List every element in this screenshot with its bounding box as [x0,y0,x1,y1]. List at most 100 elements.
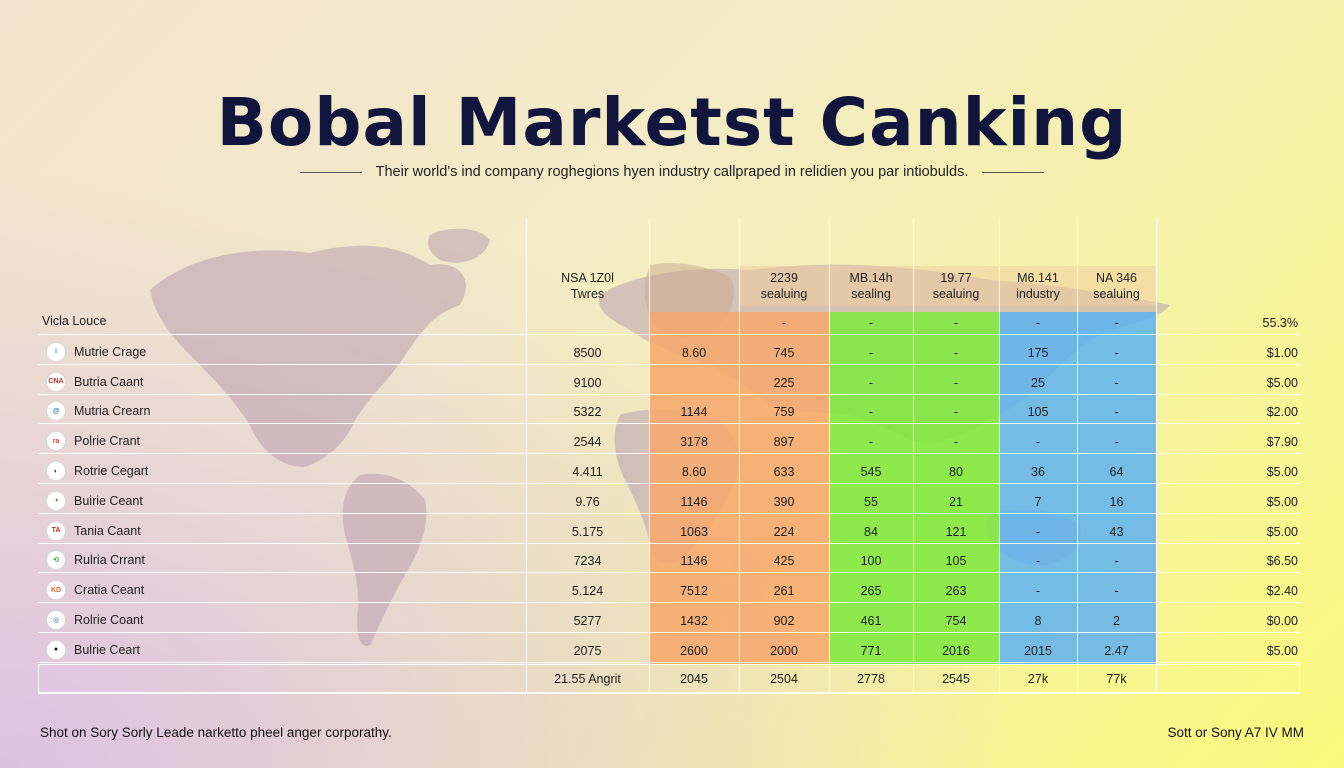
column-header-line2: sealuing [760,287,808,301]
company-name-cell: ra Polrie Crant [46,431,140,452]
column-band-6 [999,312,1077,664]
column-header-line1: NSA 1Z0l [561,271,614,285]
company-logo-icon: ◐ [46,461,66,481]
footer-right: Sott or Sony A7 IV MM [1167,725,1304,740]
table-cell: $5.00 [1266,375,1298,390]
column-divider [1156,218,1157,694]
table-cell: 7512 [680,584,708,599]
table-cell: 9100 [573,375,602,390]
row-divider [38,363,1300,365]
company-name-cell: ◎ Rolrie Coant [46,610,143,630]
page-title: Bobal Marketst Canking [216,84,1128,161]
table-cell: 225 [773,375,795,390]
table-cell: 263 [945,584,967,599]
table-cell: 9.76 [575,494,600,509]
company-logo-icon: ● [46,639,66,660]
table-cell: 2000 [770,643,798,658]
row-divider [38,512,1300,514]
column-divider [739,218,740,694]
company-name: Butria Caant [74,374,144,389]
table-cell: - [953,316,959,330]
company-name-cell: CNA Butria Caant [46,371,144,392]
table-cell: - [868,405,874,420]
row-divider [38,661,1300,663]
table-cell: 1432 [680,614,708,628]
table-cell: - [1114,375,1119,390]
company-name: Bulrie Ceart [74,642,140,657]
table-cell: - [953,405,959,420]
company-name: Buirie Ceant [74,493,143,508]
table-cell: 80 [949,465,963,479]
summary-cell: 2778 [857,672,885,686]
column-header-5: 19.77 sealuing [913,270,999,302]
subtitle-rule-left [299,171,362,173]
company-name-cell: ◑ Buirie Ceant [46,490,143,511]
table-cell: - [1035,524,1041,539]
table-cell: 21 [949,494,963,509]
table-cell: 25 [1031,375,1045,390]
table-cell: 771 [860,643,882,658]
table-cell: 5.124 [571,584,604,599]
table-cell: - [1114,345,1119,360]
column-header-line2: Twres [570,287,605,301]
table-cell: - [953,375,959,390]
table-cell: - [953,435,959,450]
company-name-cell: @ Mutria Crearn [46,401,151,422]
table-cell: - [1035,584,1041,599]
row-divider [38,334,1300,335]
column-band-2 [649,312,739,664]
summary-cell: 2045 [680,672,708,686]
column-header-line1: MB.14h [849,271,893,285]
company-name: Rolrie Coant [74,613,144,627]
company-logo-icon: TA [46,520,66,541]
column-header-3: 2239 sealuing [739,270,829,302]
table-cell: 8500 [573,345,602,360]
table-cell: $5.00 [1266,524,1298,539]
table-cell: $5.00 [1266,494,1298,509]
table-cell: $1.00 [1266,345,1298,360]
table-cell: - [953,345,959,360]
table-cell: 5277 [573,614,602,628]
table-cell: 5322 [573,405,602,420]
table-cell: 175 [1027,345,1049,360]
company-name-cell: ⟲ Rulria Crrant [46,550,145,571]
column-divider [1077,218,1078,694]
company-logo-icon: ◑ [46,490,66,511]
company-logo-icon: i [46,341,66,362]
row-divider [38,632,1300,633]
table-cell: 2016 [942,643,970,658]
company-logo-icon: KD [46,580,66,601]
table-cell: 2015 [1024,643,1052,658]
summary-row-frame [38,664,1300,694]
company-name: Tania Caant [74,523,141,538]
row-divider [38,453,1300,455]
table-cell: 7234 [573,554,602,569]
column-header-7: NA 346 sealuing [1077,270,1156,302]
table-cell: - [1114,554,1119,569]
table-cell: - [1035,435,1041,450]
table-cell: 1146 [680,494,708,509]
column-header-line1: 19.77 [940,271,972,285]
column-divider [913,218,914,694]
footer-left: Shot on Sory Sorly Leade narketto pheel … [40,725,392,740]
table-cell: 754 [945,614,967,628]
table-cell: 8 [1034,614,1042,628]
table-cell: 5.175 [571,524,604,539]
table-cell: - [781,316,787,330]
header-band [739,266,1156,306]
table-cell: 2 [1113,614,1120,628]
table-cell: - [1114,435,1119,450]
company-name: Mutria Crearn [74,404,151,419]
table-cell: 105 [1027,405,1049,420]
column-header-line2: sealuing [932,287,980,301]
company-name: Rotrie Cegart [74,464,149,478]
column-header-6: M6.141 industry [999,270,1077,302]
table-cell: 261 [773,584,795,599]
table-cell: 55.3% [1262,316,1298,330]
column-divider [829,218,830,694]
column-band-5 [913,312,999,664]
table-cell: 633 [773,465,795,479]
table-cell: 425 [773,554,795,569]
column-header-line1: 2239 [770,271,798,285]
company-name: Cratia Ceant [74,583,145,598]
